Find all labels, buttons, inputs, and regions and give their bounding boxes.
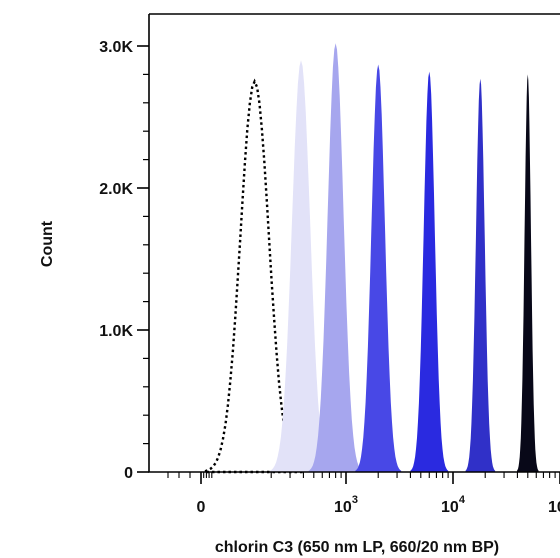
histogram-peak-2 bbox=[269, 60, 333, 472]
y-tick-label: 2.0K bbox=[99, 181, 133, 198]
plot-frame bbox=[148, 13, 560, 473]
y-tick-label: 0 bbox=[124, 465, 133, 482]
y-tick-label: 1.0K bbox=[99, 323, 133, 340]
x-tick-label: 105 bbox=[548, 494, 560, 516]
histogram-peak-5 bbox=[410, 71, 449, 472]
x-tick-label: 103 bbox=[334, 494, 358, 516]
y-tick-label: 3.0K bbox=[99, 39, 133, 56]
y-axis-title: Count bbox=[39, 220, 56, 267]
histogram-peak-7 bbox=[516, 74, 539, 473]
plot-area bbox=[204, 43, 539, 474]
histogram-peak-1 bbox=[204, 78, 305, 474]
histogram-peak-6 bbox=[465, 78, 496, 472]
x-tick-label: 0 bbox=[197, 499, 206, 516]
histogram-peak-3 bbox=[308, 43, 363, 472]
x-tick-label: 104 bbox=[441, 494, 466, 516]
histogram-peak-4 bbox=[355, 64, 402, 472]
x-axis-title: chlorin C3 (650 nm LP, 660/20 nm BP) bbox=[215, 539, 499, 556]
axes: 0 1.0K 2.0K 3.0K 0 103 104 105 bbox=[99, 13, 560, 516]
